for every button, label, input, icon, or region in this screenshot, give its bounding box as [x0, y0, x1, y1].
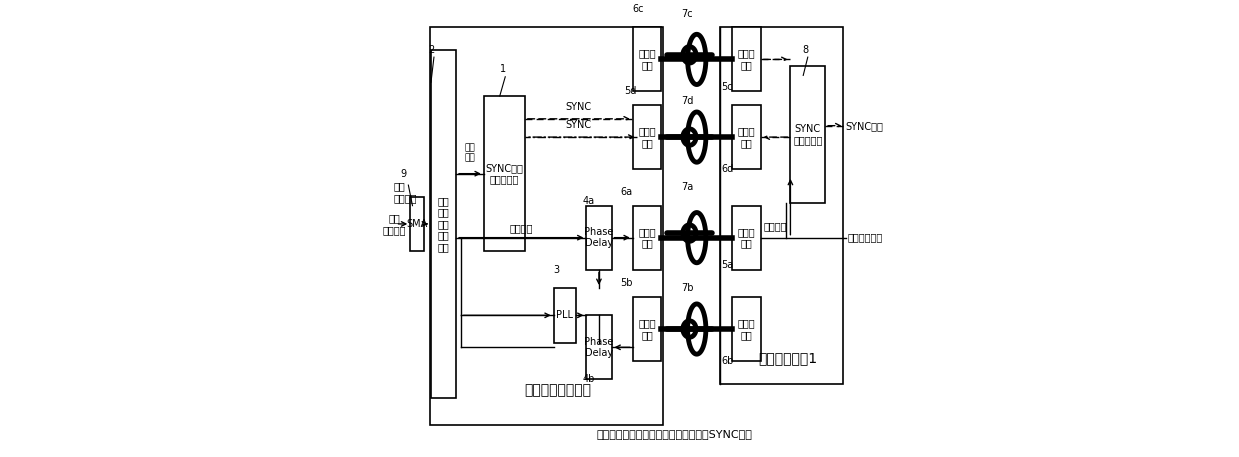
Text: SMA: SMA — [406, 219, 427, 229]
Text: 5b: 5b — [621, 278, 633, 288]
Text: 7d: 7d — [681, 96, 694, 106]
Text: 参考时钟: 参考时钟 — [509, 223, 533, 233]
Text: 电转光
模块: 电转光 模块 — [638, 48, 655, 70]
Text: 远端测量节点1: 远端测量节点1 — [758, 351, 817, 366]
Bar — [483, 96, 525, 251]
Bar — [790, 66, 825, 203]
Text: SYNC输出: SYNC输出 — [845, 121, 883, 131]
Text: 7c: 7c — [681, 9, 693, 19]
Text: Phase
Delay: Phase Delay — [585, 227, 613, 249]
Bar — [430, 27, 663, 425]
Bar — [732, 105, 761, 169]
Bar — [633, 105, 662, 169]
Text: 7b: 7b — [681, 283, 694, 293]
Text: 5c: 5c — [721, 82, 733, 92]
Bar — [732, 297, 761, 361]
Text: 7a: 7a — [681, 182, 694, 192]
Bar — [431, 50, 456, 398]
Bar — [410, 197, 424, 251]
Text: 光转电
模块: 光转电 模块 — [737, 227, 756, 249]
Text: 本地数据处理中心: 本地数据处理中心 — [524, 383, 591, 398]
Text: 6c: 6c — [632, 4, 643, 14]
Bar — [720, 27, 843, 384]
Text: 4a: 4a — [582, 196, 595, 206]
Text: 5d: 5d — [624, 86, 637, 96]
Text: 6b: 6b — [721, 356, 733, 366]
Text: 参考
时钟: 参考 时钟 — [465, 143, 476, 162]
Text: SYNC: SYNC — [566, 102, 592, 112]
Text: 参考时钟输出: 参考时钟输出 — [847, 233, 882, 243]
Text: SYNC
重采样模块: SYNC 重采样模块 — [793, 124, 823, 146]
Text: 参考时钟: 参考时钟 — [763, 221, 787, 231]
Text: 光转电
模块: 光转电 模块 — [638, 126, 655, 148]
Bar — [586, 206, 612, 270]
Text: 全局
参考时钟: 全局 参考时钟 — [383, 213, 406, 235]
Text: 2: 2 — [429, 45, 435, 55]
Text: 电转光
模块: 电转光 模块 — [737, 318, 756, 340]
Text: 8: 8 — [802, 45, 808, 55]
Bar — [633, 297, 662, 361]
Text: SYNC分发
和接收模块: SYNC分发 和接收模块 — [486, 163, 523, 185]
Text: 全局
参考时钟: 全局 参考时钟 — [393, 181, 416, 203]
Bar — [586, 315, 612, 379]
Text: SYNC: SYNC — [566, 120, 592, 130]
Bar — [732, 27, 761, 91]
Text: 4b: 4b — [582, 374, 595, 384]
Bar — [633, 206, 662, 270]
Text: 光转电
模块: 光转电 模块 — [638, 318, 655, 340]
Text: 注：细实线代表时钟路径；细虚线代表SYNC路径: 注：细实线代表时钟路径；细虚线代表SYNC路径 — [596, 429, 752, 439]
Bar — [732, 206, 761, 270]
Text: 5a: 5a — [721, 260, 733, 270]
Text: 电转光
模块: 电转光 模块 — [737, 126, 756, 148]
Text: 1: 1 — [499, 64, 506, 74]
Text: 6a: 6a — [621, 187, 633, 197]
Text: 3: 3 — [554, 265, 560, 275]
Text: 9: 9 — [400, 169, 406, 179]
Text: 光转电
模块: 光转电 模块 — [737, 48, 756, 70]
Bar — [554, 288, 576, 343]
Text: 时钟
周期
延迟
分发
模块: 时钟 周期 延迟 分发 模块 — [437, 196, 450, 252]
Text: 电转光
模块: 电转光 模块 — [638, 227, 655, 249]
Text: PLL: PLL — [556, 310, 574, 320]
Text: Phase
Delay: Phase Delay — [585, 336, 613, 358]
Text: 6d: 6d — [721, 164, 733, 174]
Bar — [633, 27, 662, 91]
